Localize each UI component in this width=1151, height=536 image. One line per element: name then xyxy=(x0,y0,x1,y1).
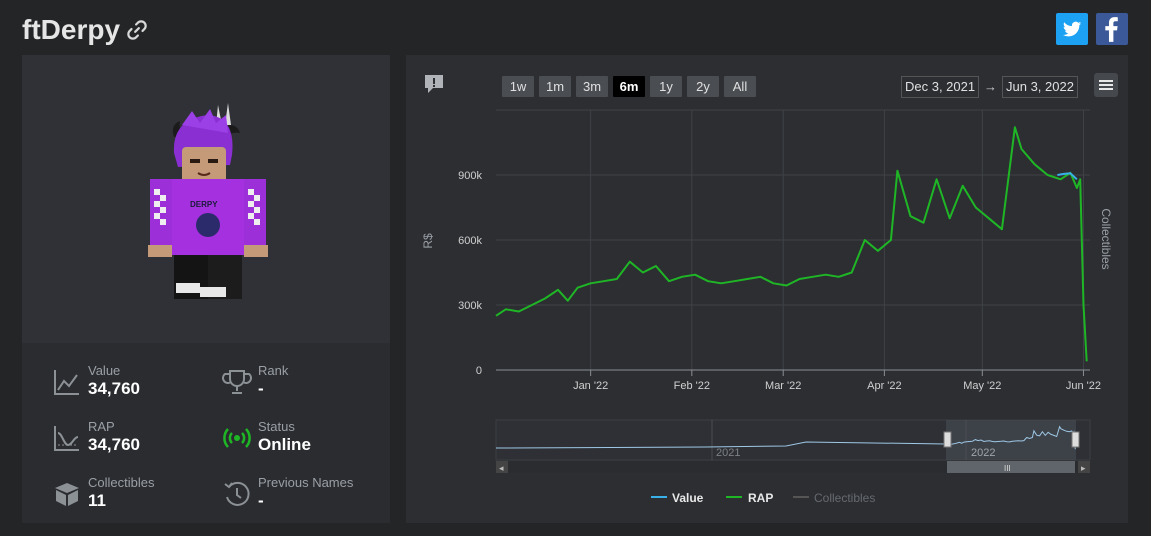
stat-collectibles: Collectibles 11 xyxy=(52,475,222,519)
date-from-input[interactable]: Dec 3, 2021 xyxy=(901,76,980,98)
svg-text:III: III xyxy=(1004,464,1011,473)
legend-label-value: Value xyxy=(672,491,704,505)
box-icon xyxy=(55,483,79,506)
twitter-share-button[interactable] xyxy=(1056,13,1088,45)
stat-rap: RAP 34,760 xyxy=(52,419,222,463)
history-icon xyxy=(224,481,250,506)
y-tick-label: 600k xyxy=(458,235,482,247)
stat-label: Previous Names xyxy=(258,475,354,490)
navigator-selection[interactable] xyxy=(946,420,1076,460)
rap-line-chart[interactable]: 0 300k 600k 900k Jan '22 Feb '22 Mar '22 Apr '2… xyxy=(406,55,1128,523)
y-axis-label: R$ xyxy=(421,233,435,249)
y-axis-right-label: Collectibles xyxy=(1099,208,1113,269)
stat-previous-names: Previous Names - xyxy=(222,475,392,519)
navigator-scrollbar-track[interactable] xyxy=(496,461,1090,473)
range-button-2y[interactable]: 2y xyxy=(687,76,719,97)
y-tick-label: 0 xyxy=(476,365,482,377)
range-navigator[interactable]: 2021 2022 III ◂ ▸ xyxy=(495,419,1091,473)
x-tick-label: Jan '22 xyxy=(573,380,608,392)
y-tick-label: 900k xyxy=(458,170,482,182)
stat-rap-number: 34,760 xyxy=(88,435,140,454)
x-tick-label: Apr '22 xyxy=(867,380,902,392)
legend-label-rap: RAP xyxy=(748,491,773,505)
avatar-render: DERPY xyxy=(22,55,390,343)
stats-grid: Value 34,760 Rank - RAP 34,760 xyxy=(22,343,390,523)
online-signal-icon xyxy=(223,428,251,448)
series-line-value[interactable] xyxy=(1057,172,1078,181)
stat-value: Value 34,760 xyxy=(52,363,222,407)
legend-item-value[interactable]: Value xyxy=(651,491,704,505)
line-chart-icon xyxy=(54,370,79,395)
x-tick-label: Jun '22 xyxy=(1066,380,1101,392)
y-tick-label: 300k xyxy=(458,300,482,312)
date-to-input[interactable]: Jun 3, 2022 xyxy=(1002,76,1078,98)
stat-label: Value xyxy=(88,363,121,378)
legend-item-collectibles[interactable]: Collectibles xyxy=(793,491,875,505)
value-chart-panel: 1w 1m 3m 6m 1y 2y All Dec 3, 2021 → Jun … xyxy=(406,55,1128,523)
stat-rank: Rank - xyxy=(222,363,392,407)
chart-menu-button[interactable] xyxy=(1094,73,1118,97)
hamburger-icon xyxy=(1099,80,1113,82)
facebook-icon xyxy=(1105,17,1118,42)
chevron-right-icon: ▸ xyxy=(1081,463,1086,473)
profile-header: ftDerpy xyxy=(22,14,148,46)
navigator-right-handle[interactable] xyxy=(1071,431,1080,448)
stat-value-number: 34,760 xyxy=(88,379,140,398)
x-tick-label: Feb '22 xyxy=(674,380,710,392)
stat-label: RAP xyxy=(88,419,115,434)
stat-label: Rank xyxy=(258,363,289,378)
chevron-left-icon: ◂ xyxy=(499,463,504,473)
profile-card: DERPY Value 34,760 xyxy=(22,55,390,523)
area-chart-icon xyxy=(54,426,79,451)
date-range-arrow: → xyxy=(984,79,997,94)
x-tick-label: May '22 xyxy=(963,380,1001,392)
twitter-icon xyxy=(1062,21,1082,37)
range-button-1y[interactable]: 1y xyxy=(650,76,682,97)
range-button-all[interactable]: All xyxy=(724,76,756,97)
legend-label-collectibles: Collectibles xyxy=(814,491,875,505)
range-button-1w[interactable]: 1w xyxy=(502,76,534,97)
navigator-left-handle[interactable] xyxy=(943,431,952,448)
svg-text:DERPY: DERPY xyxy=(190,200,218,209)
legend-item-rap[interactable]: RAP xyxy=(726,491,773,505)
scroll-right-button[interactable] xyxy=(1078,461,1090,473)
stat-label: Collectibles xyxy=(88,475,155,490)
stat-previous-names-value: - xyxy=(258,491,264,510)
navigator-label-2022: 2022 xyxy=(971,447,995,459)
stat-status-value: Online xyxy=(258,435,311,454)
stat-collectibles-number: 11 xyxy=(88,491,106,510)
stat-label: Status xyxy=(258,419,295,434)
range-button-6m[interactable]: 6m xyxy=(613,76,645,97)
facebook-share-button[interactable] xyxy=(1096,13,1128,45)
stat-status: Status Online xyxy=(222,419,392,463)
chart-legend: Value RAP Collectibles xyxy=(651,491,875,505)
range-button-1m[interactable]: 1m xyxy=(539,76,571,97)
avatar: DERPY xyxy=(148,103,268,299)
link-icon[interactable] xyxy=(126,19,148,41)
annotation-icon[interactable] xyxy=(424,74,444,94)
username: ftDerpy xyxy=(22,14,121,45)
stat-rank-number: - xyxy=(258,379,264,398)
trophy-icon xyxy=(222,370,252,394)
navigator-label-2021: 2021 xyxy=(716,447,740,459)
scroll-left-button[interactable] xyxy=(496,461,508,473)
x-tick-label: Mar '22 xyxy=(765,380,801,392)
range-button-3m[interactable]: 3m xyxy=(576,76,608,97)
series-line-rap[interactable] xyxy=(495,126,1088,362)
navigator-scrollbar-thumb[interactable] xyxy=(947,461,1075,473)
